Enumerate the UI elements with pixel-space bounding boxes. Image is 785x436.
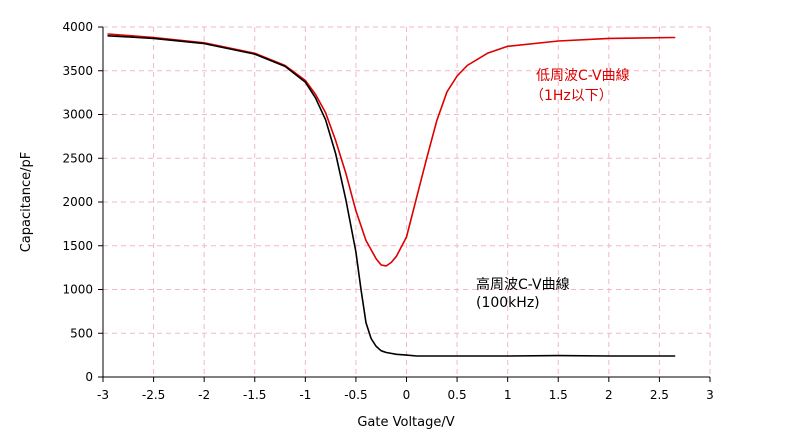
x-tick-label: 1.5 bbox=[549, 388, 568, 402]
annotation-high-freq: 高周波C-V曲線 (100kHz) bbox=[476, 276, 570, 311]
annotation-low-freq-sub: （1Hz以下） bbox=[530, 88, 613, 104]
annotation-low-freq: 低周波C-V曲線 （1Hz以下） bbox=[530, 68, 630, 104]
annotation-high-freq-title: 高周波C-V曲線 bbox=[476, 276, 570, 293]
high-frequency-cv-line bbox=[107, 34, 676, 357]
annotation-high-freq-sub: (100kHz) bbox=[476, 295, 540, 311]
y-ticks: 0 500 1000 1500 2000 2500 3000 3500 4000 bbox=[62, 20, 103, 384]
grid-lines bbox=[103, 26, 711, 377]
x-tick-label: 1 bbox=[504, 388, 512, 402]
x-tick-label: 3 bbox=[706, 388, 714, 402]
x-tick-label: -1.5 bbox=[243, 388, 266, 402]
y-axis-title: Capacitance/pF bbox=[19, 152, 34, 253]
x-tick-label: 0 bbox=[403, 388, 411, 402]
y-tick-label: 4000 bbox=[62, 20, 93, 34]
low-frequency-cv-line bbox=[107, 33, 676, 267]
y-tick-label: 2000 bbox=[62, 195, 93, 209]
x-tick-label: -3 bbox=[97, 388, 109, 402]
y-tick-label: 3500 bbox=[62, 64, 93, 78]
y-tick-label: 2500 bbox=[62, 151, 93, 165]
series-lines bbox=[107, 33, 676, 357]
x-tick-label: -2 bbox=[198, 388, 210, 402]
x-tick-label: 2.5 bbox=[650, 388, 669, 402]
x-tick-label: 0.5 bbox=[448, 388, 467, 402]
y-tick-label: 1000 bbox=[62, 283, 93, 297]
x-ticks: -3 -2.5 -2 -1.5 -1 -0.5 0 0.5 1 1.5 2 2.5 3 bbox=[97, 377, 714, 402]
x-tick-label: 2 bbox=[605, 388, 613, 402]
annotation-low-freq-title: 低周波C-V曲線 bbox=[536, 68, 630, 84]
y-tick-label: 500 bbox=[70, 326, 93, 340]
y-tick-label: 1500 bbox=[62, 239, 93, 253]
x-tick-label: -1 bbox=[299, 388, 311, 402]
x-tick-label: -2.5 bbox=[142, 388, 165, 402]
y-tick-label: 3000 bbox=[62, 108, 93, 122]
x-axis-title: Gate Voltage/V bbox=[357, 415, 454, 430]
x-tick-label: -0.5 bbox=[344, 388, 367, 402]
y-tick-label: 0 bbox=[85, 370, 93, 384]
